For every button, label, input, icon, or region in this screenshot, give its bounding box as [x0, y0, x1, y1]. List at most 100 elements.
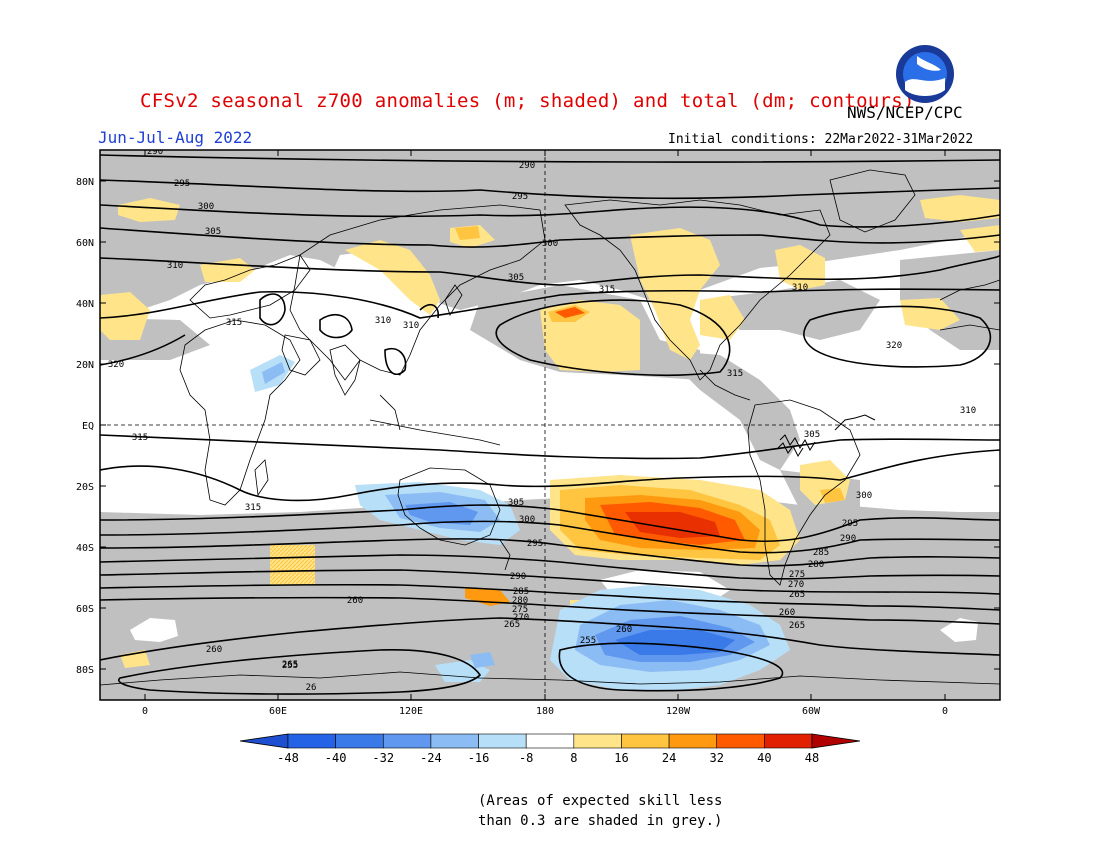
longitude-label: 180 [536, 706, 554, 717]
colorbar-low-end [239, 733, 289, 749]
contour-label: 280 [808, 560, 824, 570]
contour-label: 285 [813, 548, 829, 558]
colorbar-segment [478, 733, 527, 749]
colorbar-segment [430, 733, 479, 749]
contour-label: 275 [512, 605, 528, 615]
contour-label: 295 [174, 179, 190, 189]
latitude-label: 40S [76, 543, 94, 554]
skill-note-line-1: (Areas of expected skill less [478, 793, 723, 809]
contour-label: 290 [510, 572, 526, 582]
colorbar-tick-label: 32 [710, 751, 724, 765]
contour-label: 295 [527, 539, 543, 549]
longitude-label: 60W [802, 706, 821, 717]
colorbar-tick-label: 24 [662, 751, 676, 765]
noaa-logo-icon [896, 45, 954, 103]
contour-label: 265 [789, 590, 805, 600]
colorbar-tick-label: -24 [420, 751, 442, 765]
antarctica-outline [100, 671, 1000, 686]
latitude-label: 80N [76, 177, 94, 188]
contour-label: 300 [198, 202, 214, 212]
contour-label: 300 [856, 491, 872, 501]
europe-outline [189, 254, 311, 319]
latitude-label: EQ [82, 421, 94, 432]
contour-label: 315 [599, 285, 615, 295]
latitude-label: 40N [76, 299, 94, 310]
contour-label: 295 [842, 519, 858, 529]
contour-label: 305 [804, 430, 820, 440]
contour-label: 280 [512, 596, 528, 606]
colorbar-tick-label: 16 [614, 751, 628, 765]
latitude-label: 20S [76, 482, 94, 493]
indonesia-outline [369, 419, 501, 446]
colorbar-tick-label: -32 [372, 751, 394, 765]
contour-label: 260 [206, 645, 222, 655]
longitude-label: 0 [942, 706, 948, 717]
contour-label: 270 [788, 580, 804, 590]
contour-label: 290 [519, 161, 535, 171]
contour-label: 320 [886, 341, 902, 351]
colorbar-segment [621, 733, 670, 749]
colorbar-segment [382, 733, 432, 749]
contour-label: 265 [504, 620, 520, 630]
contour-label: 265 [282, 660, 298, 670]
longitude-label: 120W [666, 706, 691, 717]
contour-label: 290 [147, 147, 163, 157]
contour-label: 315 [132, 433, 148, 443]
contour-label: 310 [960, 406, 976, 416]
skill-note: (Areas of expected skill less than 0.3 a… [478, 791, 722, 831]
colorbar-segment [287, 733, 336, 749]
contour-label: 310 [792, 283, 808, 293]
season-label: Jun-Jul-Aug 2022 [98, 128, 253, 147]
colorbar-tick-label: 40 [757, 751, 771, 765]
contour-label: 295 [512, 192, 528, 202]
contour-label: 255 [282, 661, 298, 671]
contour-label: 26 [306, 683, 317, 693]
contour-label: 265 [789, 621, 805, 631]
contour-label: 305 [205, 227, 221, 237]
contour-label: 305 [508, 273, 524, 283]
greenland-outline [829, 169, 916, 233]
latitude-label: 20N [76, 360, 94, 371]
colorbar-segment [764, 733, 813, 749]
colorbar-tick-label: 48 [805, 751, 819, 765]
colorbar-tick-label: 8 [570, 751, 577, 765]
contour-label: 260 [616, 625, 632, 635]
agency-label: NWS/NCEP/CPC [847, 103, 963, 122]
contour-label: 260 [779, 608, 795, 618]
reference-lines [100, 150, 1000, 700]
contour-label: 315 [727, 369, 743, 379]
contour-labels: 290 295 300 305 310 315 320 315 315 310 310 305 300 2… [108, 147, 976, 693]
contour-label: 320 [108, 360, 124, 370]
colorbar-tick-label: -48 [277, 751, 299, 765]
colorbar-segment [335, 733, 384, 749]
contour-label: 310 [167, 261, 183, 271]
colorbar-high-end [811, 733, 861, 749]
contour-label: 270 [513, 613, 529, 623]
hatched-positive-patch [270, 545, 315, 585]
strong-positive-anomalies [455, 226, 845, 606]
contour-label: 310 [403, 321, 419, 331]
skill-note-line-2: than 0.3 are shaded in grey.) [478, 813, 723, 829]
colorbar-segment [573, 733, 622, 749]
longitude-label: 0 [142, 706, 148, 717]
longitude-label: 120E [399, 706, 423, 717]
north-america-outline [564, 199, 831, 381]
height-contours [100, 154, 1000, 695]
contour-label: 305 [508, 498, 524, 508]
colorbar-segment [525, 733, 575, 749]
longitude-labels: 0 60E 120E 180 120W 60W 0 [142, 706, 948, 717]
contour-label: 300 [519, 515, 535, 525]
longitude-label: 60E [269, 706, 287, 717]
colorbar-tick-label: -16 [468, 751, 490, 765]
colorbar-tick-label: -8 [519, 751, 533, 765]
colorbar-tick-label: -40 [325, 751, 347, 765]
latitude-label: 60N [76, 238, 94, 249]
latitude-labels: 80N 60N 40N 20N EQ 20S 40S 60S 80S [76, 177, 94, 676]
australia-outline [397, 467, 501, 546]
latitude-label: 60S [76, 604, 94, 615]
contour-label: 285 [513, 587, 529, 597]
india-outline [329, 344, 361, 396]
arabia-outline [281, 334, 321, 376]
contour-label: 300 [542, 239, 558, 249]
